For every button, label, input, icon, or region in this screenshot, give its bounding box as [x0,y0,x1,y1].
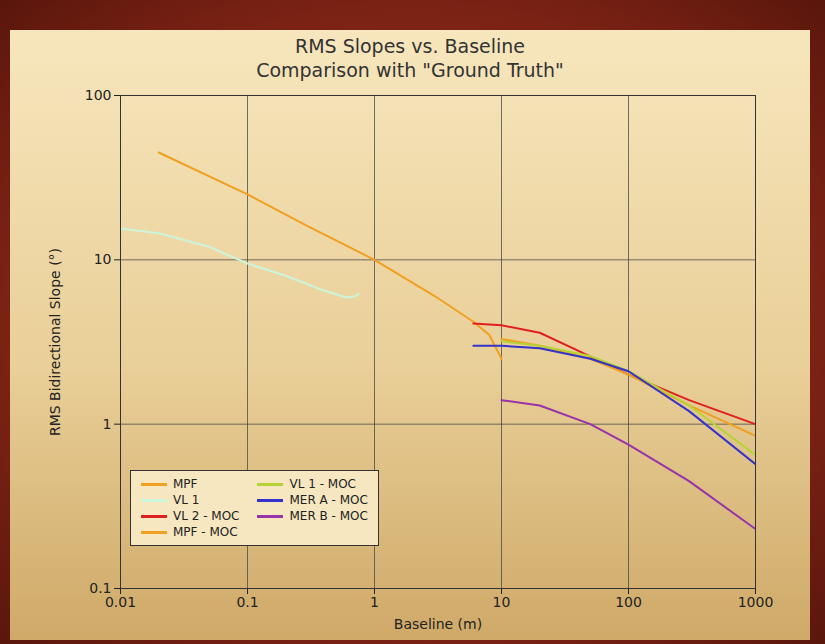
html-text:Comparison with "Ground Truth": Comparison with "Ground Truth" [256,59,564,81]
svg-text:1: 1 [103,416,112,432]
svg-text:1: 1 [370,594,379,610]
svg-text:10: 10 [94,251,112,267]
svg-text:1000: 1000 [738,594,774,610]
html-text:MPF: MPF [173,477,198,491]
svg-text:100: 100 [85,87,112,103]
svg-text:10: 10 [493,594,511,610]
html-text:MER A - MOC: MER A - MOC [289,493,368,507]
html-text:VL 1 - MOC: VL 1 - MOC [289,477,356,491]
html-text:MPF - MOC: MPF - MOC [173,525,238,539]
svg-text:0.01: 0.01 [105,594,136,610]
svg-text:100: 100 [615,594,642,610]
svg-text:0.1: 0.1 [236,594,258,610]
html-text:VL 2 - MOC: VL 2 - MOC [173,509,240,523]
html-text:VL 1: VL 1 [173,493,200,507]
html-text:RMS Slopes vs. Baseline: RMS Slopes vs. Baseline [294,35,526,57]
svg-text:RMS Bidirectional Slope (°): RMS Bidirectional Slope (°) [47,248,63,436]
svg-text:Baseline (m): Baseline (m) [394,616,482,632]
html-text:MER B - MOC: MER B - MOC [289,509,368,523]
svg-text:0.1: 0.1 [89,580,112,596]
